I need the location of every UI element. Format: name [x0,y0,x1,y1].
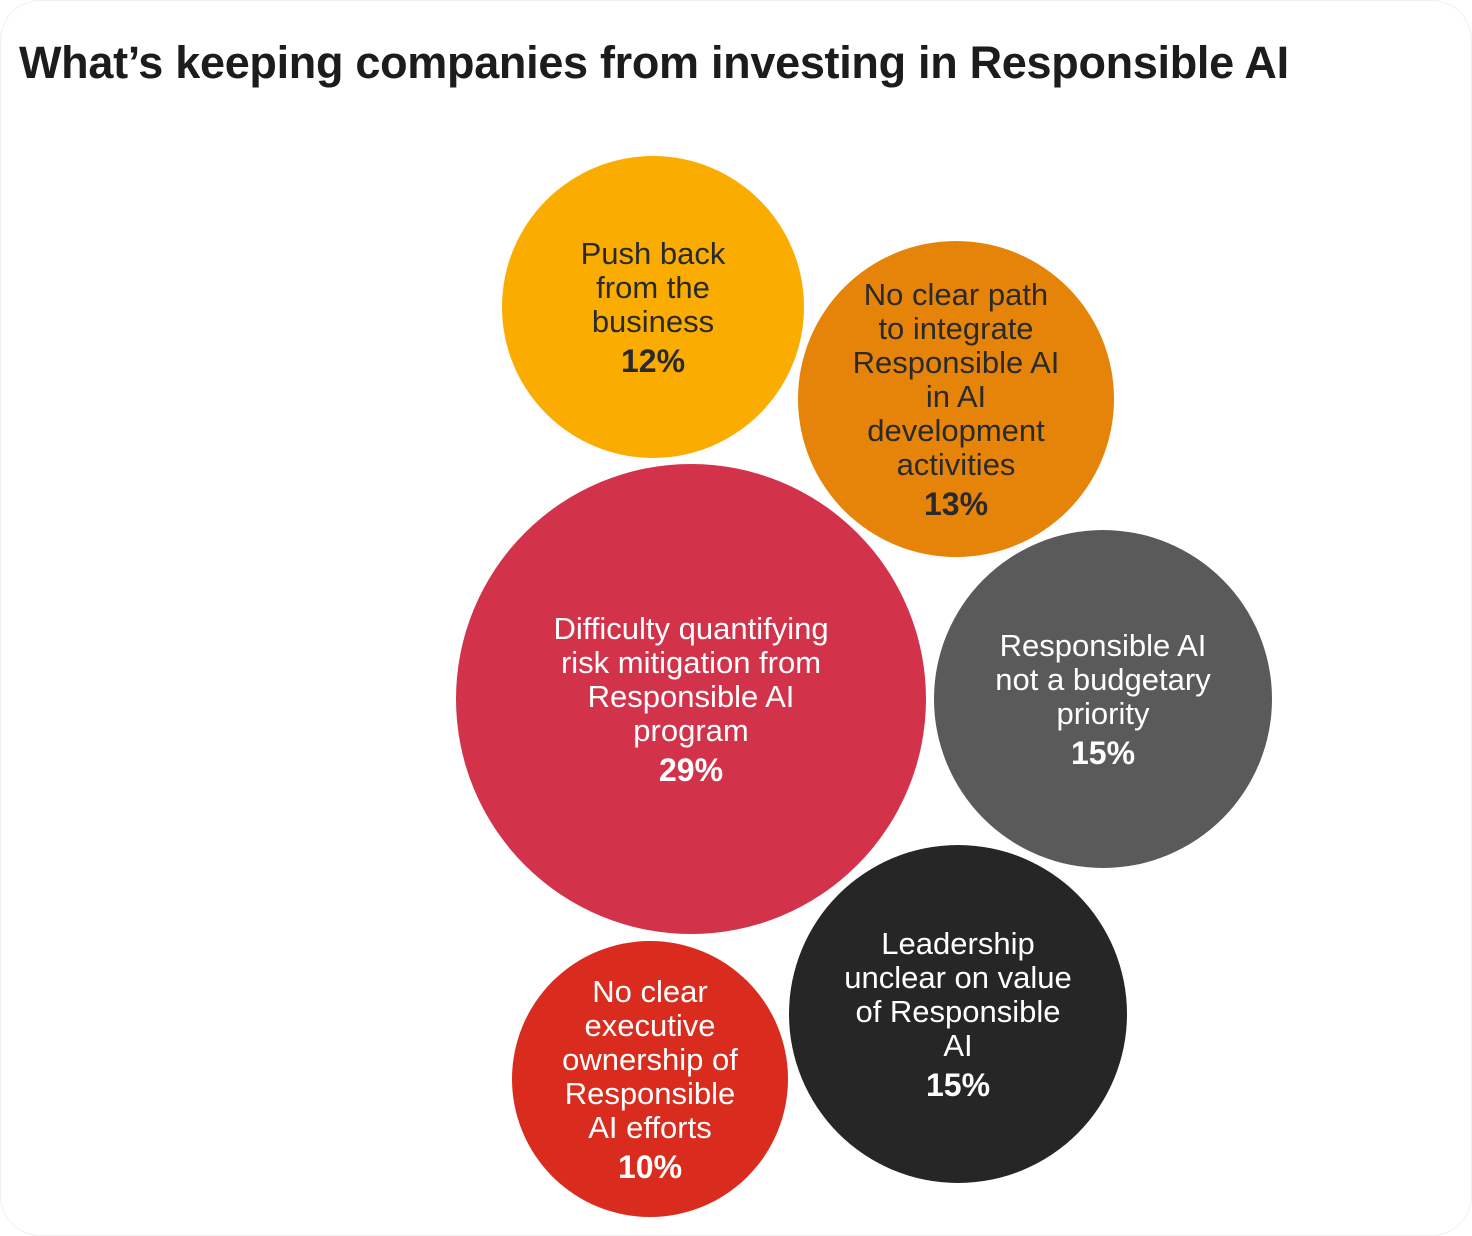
bubble-value: 29% [659,752,723,788]
bubble-label-line: activities [897,447,1016,482]
bubble-circle [798,241,1114,557]
bubble-label-line: business [592,304,714,339]
bubble-2: Difficulty quantifying risk mitigation fr… [456,464,926,934]
bubble-value: 13% [924,486,988,522]
bubble-circle [502,156,804,458]
bubble-label-line: of Responsible [855,994,1060,1029]
bubble-label-line: from the [596,270,710,305]
bubble-label: Leadership unclear on value of Responsible… [844,926,1072,1063]
bubble-label-line: Leadership [881,926,1034,961]
bubble-circle [456,464,926,934]
bubble-label: Difficulty quantifying risk mitigation fr… [553,611,828,748]
bubble-label-line: executive [585,1008,716,1043]
bubble-value: 15% [1071,735,1135,771]
bubble-value: 15% [926,1067,990,1103]
bubble-label-line: Difficulty quantifying [553,611,828,646]
bubble-label-line: unclear on value [844,960,1072,995]
bubble-label: No clear path to integrate Responsible AI i… [853,277,1060,482]
chart-title: What’s keeping companies from investing … [19,37,1289,88]
bubble-circle [934,530,1272,868]
bubble-label: Push back from the business [581,236,726,339]
bubble-label-line: Responsible AI [1000,628,1207,663]
bubble-label-line: AI [943,1028,972,1063]
bubble-label-line: priority [1056,696,1150,731]
bubble-circle [512,941,788,1217]
bubble-label-line: Push back [581,236,726,271]
bubble-label-line: not a budgetary [995,662,1211,697]
bubble-label-line: No clear path [864,277,1048,312]
bubble-value: 10% [618,1149,682,1185]
bubble-1: No clear path to integrate Responsible AI i… [798,241,1114,557]
bubble-label-line: in AI [926,379,986,414]
bubble-label-line: ownership of [562,1042,738,1077]
bubble-label-line: development [867,413,1045,448]
bubble-circle [789,845,1127,1183]
bubble-label-line: Responsible [565,1076,736,1111]
bubble-0: Push back from the business 12% [502,156,804,458]
bubble-label-line: Responsible AI [853,345,1060,380]
bubble-label-line: to integrate [878,311,1033,346]
bubble-label-line: risk mitigation from [561,645,821,680]
bubble-3: Responsible AI not a budgetary priority 15% [934,530,1272,868]
bubble-value: 12% [621,343,685,379]
bubble-label: Responsible AI not a budgetary priority [995,628,1211,731]
bubble-label-line: program [633,713,748,748]
bubble-5: No clear executive ownership of Responsible… [512,941,788,1217]
bubble-4: Leadership unclear on value of Responsible… [789,845,1127,1183]
bubble-label-line: No clear [592,974,707,1009]
bubble-label-line: AI efforts [588,1110,712,1145]
bubble-label-line: Responsible AI [588,679,795,714]
bubble-label: No clear executive ownership of Responsible… [562,974,738,1145]
